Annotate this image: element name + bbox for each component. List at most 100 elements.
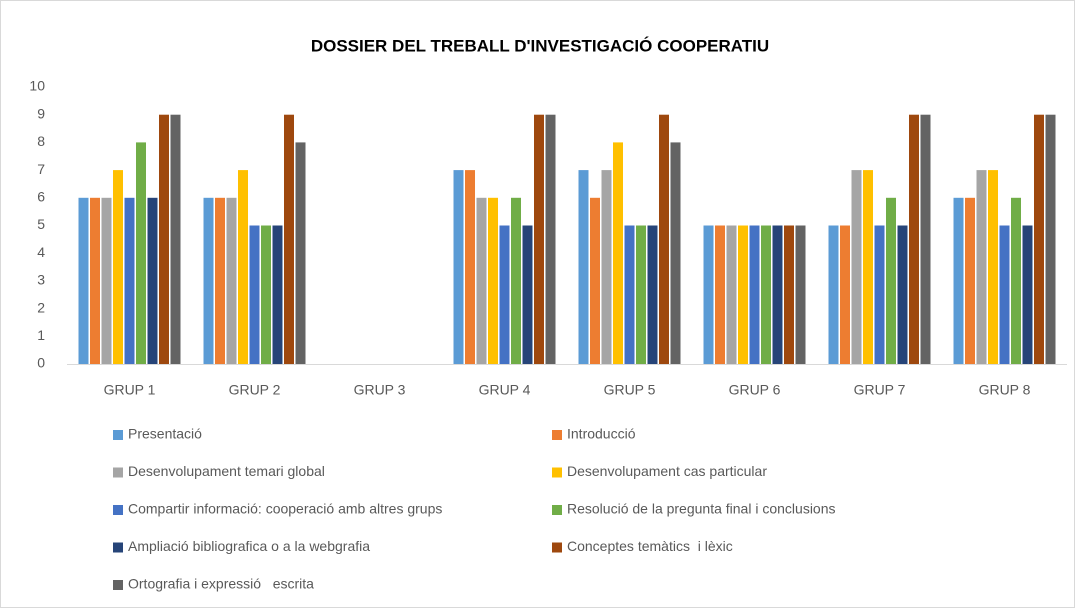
bar xyxy=(874,225,885,364)
bar xyxy=(828,225,839,364)
bar xyxy=(78,197,89,364)
legend-label: Conceptes temàtics i lèxic xyxy=(567,538,733,554)
bar xyxy=(147,197,158,364)
bar xyxy=(965,197,975,364)
bar xyxy=(601,170,612,364)
bar xyxy=(636,225,646,364)
bar xyxy=(647,225,658,364)
bar xyxy=(670,142,681,364)
legend-swatch xyxy=(552,467,562,478)
bar xyxy=(920,114,931,364)
bar xyxy=(170,114,181,364)
bar xyxy=(578,170,589,364)
bar xyxy=(999,225,1010,364)
bar xyxy=(738,225,748,364)
bar xyxy=(136,142,146,364)
y-tick-label: 8 xyxy=(37,133,45,149)
y-tick-label: 4 xyxy=(37,244,45,260)
y-tick-label: 6 xyxy=(37,189,45,205)
x-tick-label: GRUP 4 xyxy=(479,382,531,398)
legend-label: Desenvolupament cas particular xyxy=(567,463,767,479)
bar xyxy=(226,197,237,364)
bar xyxy=(761,225,771,364)
bar xyxy=(953,197,964,364)
legend-label: Ampliació bibliografica o a la webgrafia xyxy=(128,538,370,554)
bar xyxy=(1011,197,1021,364)
bar xyxy=(703,225,714,364)
bar xyxy=(488,197,498,364)
legend-label: Compartir informació: cooperació amb alt… xyxy=(128,501,442,517)
bar xyxy=(772,225,783,364)
y-tick-label: 0 xyxy=(37,355,45,371)
bar xyxy=(851,170,862,364)
bar xyxy=(840,225,850,364)
legend-label: Presentació xyxy=(128,426,202,442)
x-tick-label: GRUP 5 xyxy=(604,382,656,398)
x-tick-label: GRUP 6 xyxy=(729,382,781,398)
y-tick-label: 1 xyxy=(37,327,45,343)
x-tick-label: GRUP 8 xyxy=(979,382,1031,398)
legend-swatch xyxy=(552,542,562,553)
bar xyxy=(159,114,169,364)
legend-swatch xyxy=(552,505,562,515)
bar xyxy=(284,114,294,364)
bar xyxy=(238,170,248,364)
bar xyxy=(613,142,623,364)
bar xyxy=(101,197,112,364)
legend-swatch xyxy=(113,467,123,478)
y-tick-label: 9 xyxy=(37,105,45,121)
bar xyxy=(295,142,306,364)
bar xyxy=(863,170,873,364)
bar xyxy=(453,170,464,364)
bar xyxy=(511,197,521,364)
y-tick-label: 5 xyxy=(37,216,45,232)
legend-label: Ortografia i expressió escrita xyxy=(128,576,314,592)
bar xyxy=(795,225,806,364)
x-tick-label: GRUP 7 xyxy=(854,382,906,398)
y-tick-label: 2 xyxy=(37,299,45,315)
bar xyxy=(1022,225,1033,364)
bar xyxy=(499,225,510,364)
bar xyxy=(897,225,908,364)
bar xyxy=(976,170,987,364)
bar xyxy=(249,225,260,364)
legend-label: Desenvolupament temari global xyxy=(128,463,325,479)
x-tick-label: GRUP 3 xyxy=(354,382,406,398)
bar xyxy=(886,197,896,364)
bar xyxy=(909,114,919,364)
bar xyxy=(659,114,669,364)
bar xyxy=(624,225,635,364)
legend-swatch xyxy=(113,505,123,515)
bar xyxy=(715,225,725,364)
bar xyxy=(784,225,794,364)
bar xyxy=(272,225,283,364)
legend-label: Introducció xyxy=(567,426,636,442)
bar xyxy=(1045,114,1056,364)
bar xyxy=(545,114,556,364)
bar xyxy=(90,197,100,364)
bar xyxy=(534,114,544,364)
legend-swatch xyxy=(113,580,123,590)
bar xyxy=(726,225,737,364)
bar xyxy=(465,170,475,364)
chart-title: DOSSIER DEL TREBALL D'INVESTIGACIÓ COOPE… xyxy=(311,36,769,55)
legend-label: Resolució de la pregunta final i conclus… xyxy=(567,501,836,517)
y-tick-label: 7 xyxy=(37,161,45,177)
bar xyxy=(215,197,225,364)
legend-swatch xyxy=(113,430,123,440)
bar xyxy=(476,197,487,364)
bar xyxy=(988,170,998,364)
x-tick-label: GRUP 1 xyxy=(104,382,156,398)
bar xyxy=(261,225,271,364)
bar xyxy=(590,197,600,364)
bar xyxy=(749,225,760,364)
bar xyxy=(203,197,214,364)
legend-swatch xyxy=(113,542,123,553)
bar xyxy=(1034,114,1044,364)
y-tick-label: 3 xyxy=(37,272,45,288)
y-tick-label: 10 xyxy=(29,78,45,94)
bar xyxy=(522,225,533,364)
bar xyxy=(124,197,135,364)
x-tick-label: GRUP 2 xyxy=(229,382,281,398)
